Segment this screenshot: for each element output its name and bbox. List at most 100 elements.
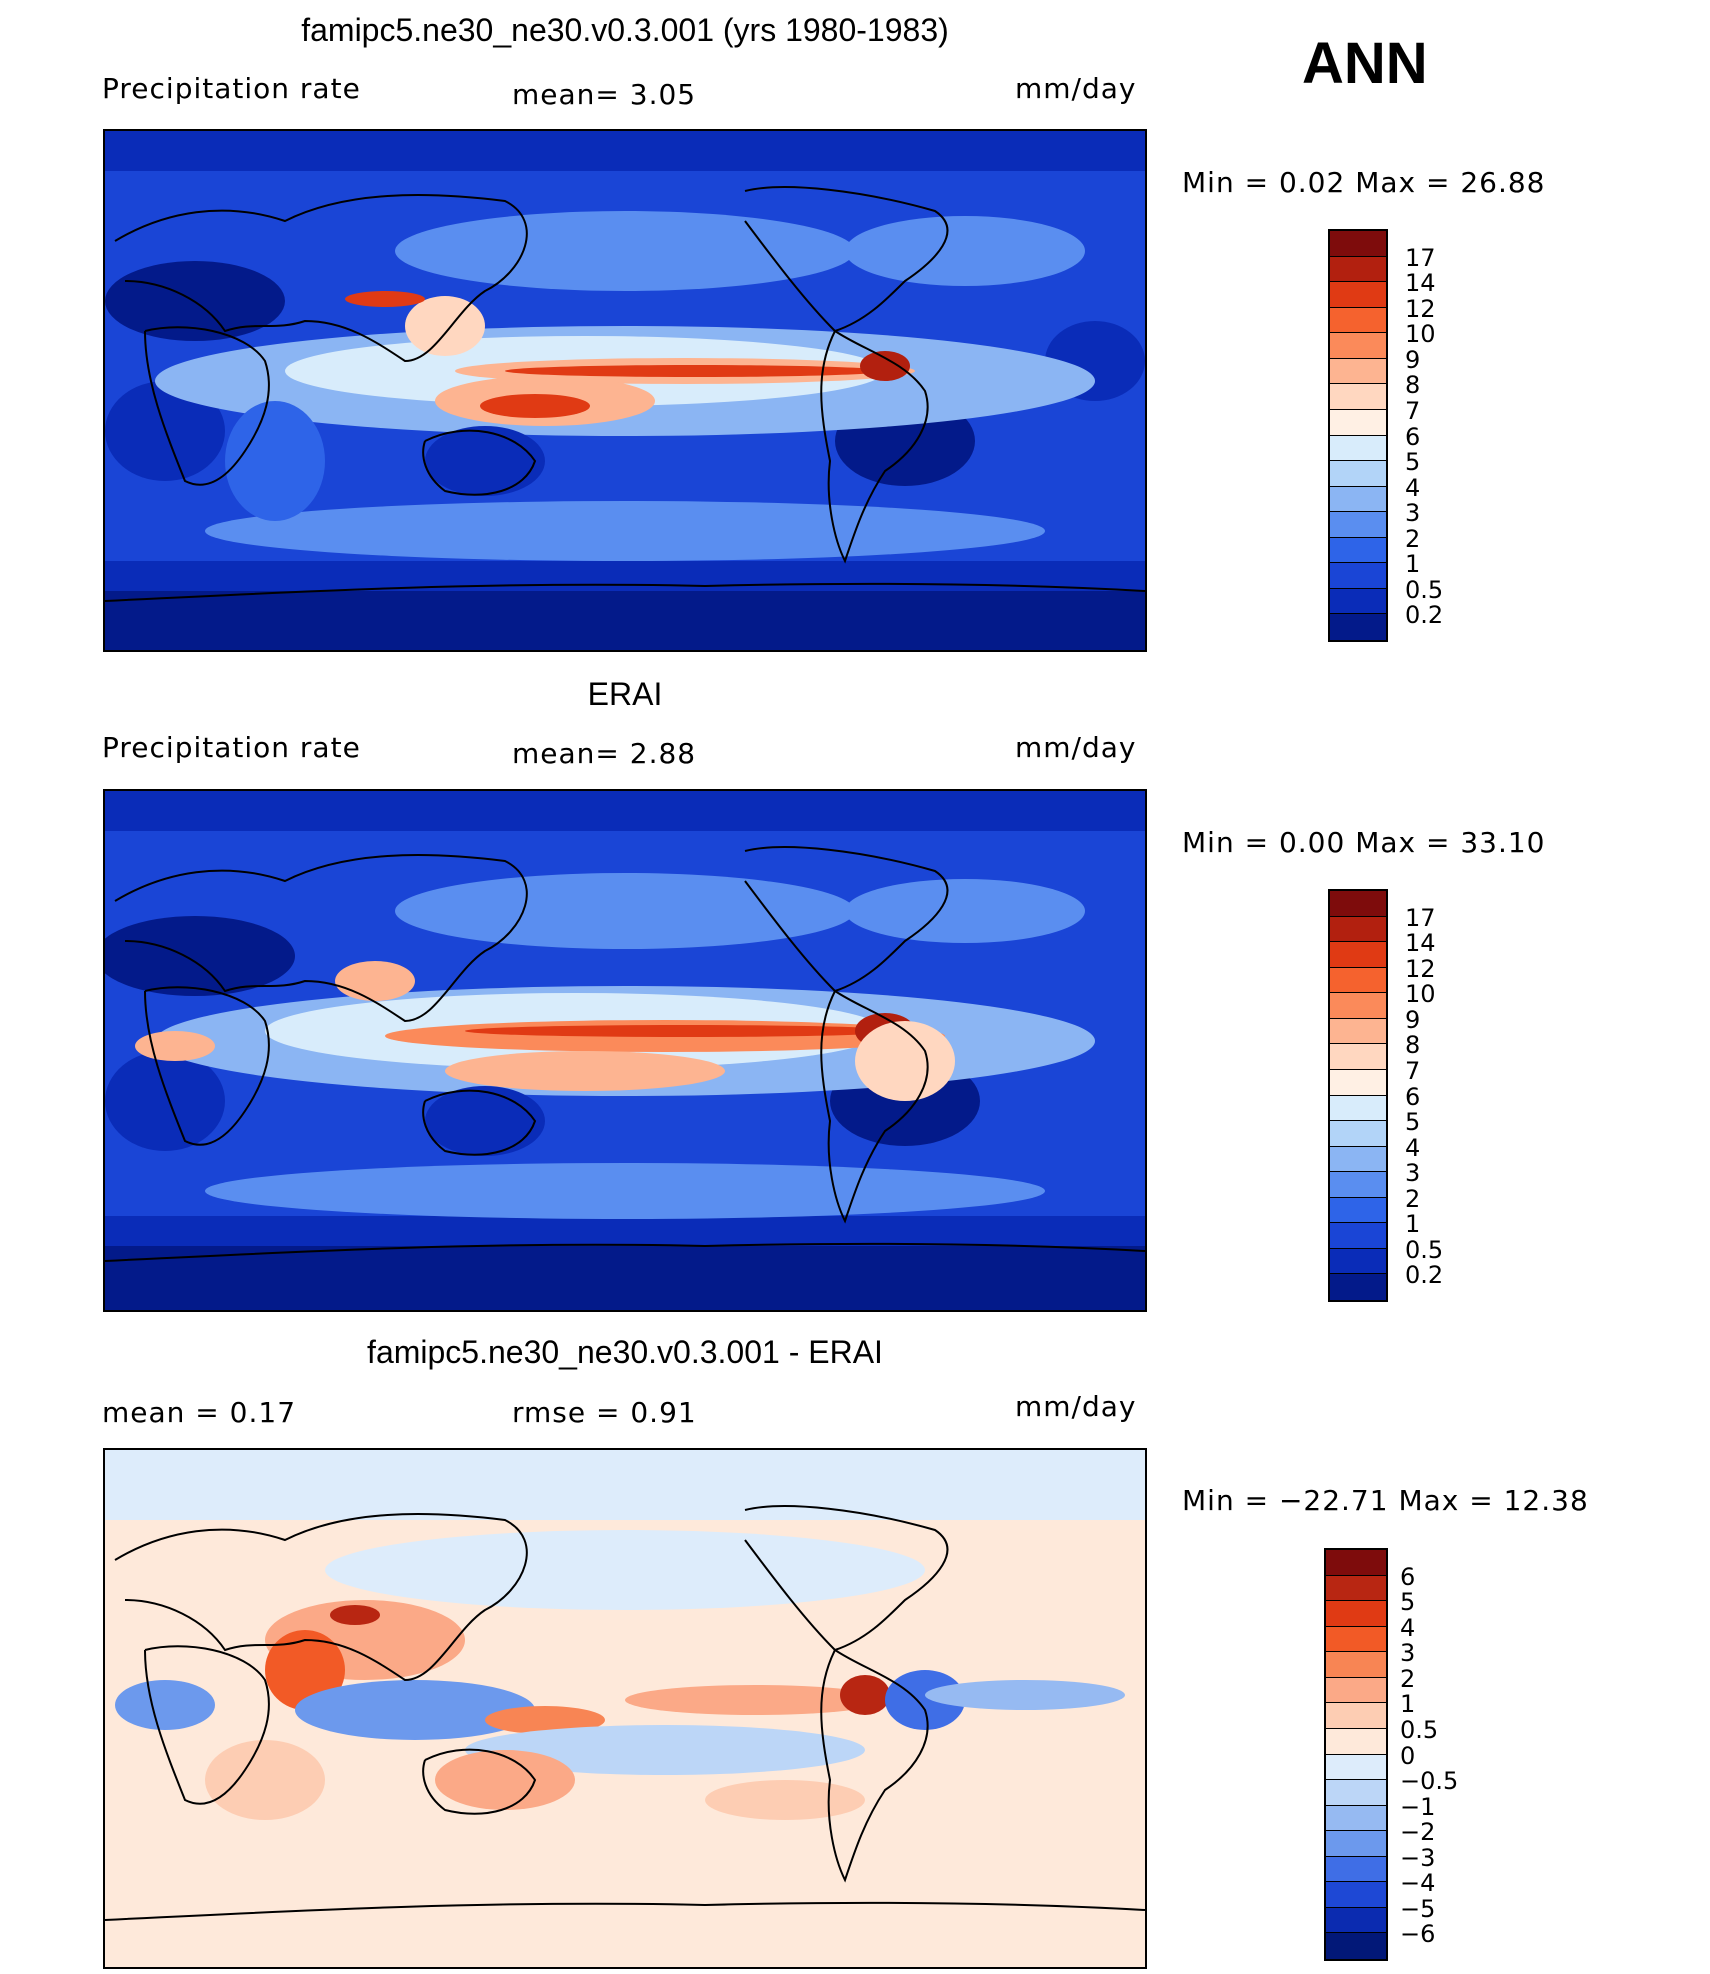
colorbar-swatch [1330, 256, 1386, 283]
colorbar-tick-label: 6 [1400, 1562, 1416, 1591]
colorbar-swatch [1330, 512, 1386, 538]
colorbar-swatch [1330, 588, 1386, 615]
panel-2-map-svg [105, 791, 1145, 1310]
colorbar-swatch [1330, 1197, 1386, 1224]
colorbar-swatch [1330, 614, 1386, 640]
colorbar-swatch [1326, 1754, 1386, 1781]
colorbar-tick-label: 10 [1405, 980, 1436, 1009]
panel-3-minmax: Min = −22.71 Max = 12.38 [1182, 1484, 1589, 1517]
colorbar-swatch [1330, 384, 1386, 410]
panel-1-mean-label: mean= 3.05 [512, 78, 697, 111]
colorbar-tick-label: 3 [1405, 499, 1421, 528]
colorbar-tick-label: 0.5 [1400, 1715, 1439, 1744]
colorbar-tick-label: 4 [1400, 1613, 1416, 1642]
colorbar-swatch [1330, 1121, 1386, 1147]
panel-1-variable-label: Precipitation rate [102, 72, 361, 105]
colorbar-swatch [1330, 942, 1386, 968]
colorbar-swatch [1330, 307, 1386, 334]
panel-2-title: ERAI [587, 676, 663, 712]
colorbar-swatch [1330, 1018, 1386, 1045]
colorbar-tick-label: 7 [1405, 1056, 1421, 1085]
colorbar-swatch [1330, 1146, 1386, 1173]
colorbar-swatch [1330, 1172, 1386, 1198]
panel-3-rmse-label: rmse = 0.91 [512, 1396, 697, 1429]
colorbar-tick-label: 6 [1405, 1082, 1421, 1111]
colorbar-swatch [1326, 1626, 1386, 1653]
colorbar-tick-label: 7 [1405, 396, 1421, 425]
colorbar-swatch [1326, 1831, 1386, 1857]
colorbar-swatch [1330, 1069, 1386, 1096]
colorbar-swatch [1330, 537, 1386, 564]
panel-3-units-label: mm/day [1015, 1390, 1137, 1423]
colorbar-tick-label: 2 [1400, 1664, 1416, 1693]
panel-2-colorbar [1328, 889, 1388, 1302]
colorbar-tick-label: 1 [1400, 1690, 1416, 1719]
colorbar-tick-label: 9 [1405, 345, 1421, 374]
colorbar-swatch [1330, 1248, 1386, 1275]
colorbar-tick-label: −4 [1400, 1869, 1436, 1898]
panel-2-units-label: mm/day [1015, 731, 1137, 764]
colorbar-swatch [1330, 1223, 1386, 1249]
colorbar-tick-label: 1 [1405, 1210, 1421, 1239]
colorbar-swatch [1326, 1907, 1386, 1934]
colorbar-tick-label: 5 [1400, 1588, 1416, 1617]
colorbar-swatch [1330, 967, 1386, 994]
colorbar-swatch [1326, 1728, 1386, 1755]
colorbar-tick-label: −6 [1400, 1920, 1436, 1949]
panel-3-title: famipc5.ne30_ne30.v0.3.001 - ERAI [367, 1334, 883, 1370]
panel-1-colorbar [1328, 229, 1388, 642]
panel-1-title: famipc5.ne30_ne30.v0.3.001 (yrs 1980-198… [301, 12, 949, 48]
colorbar-swatch [1326, 1550, 1386, 1576]
colorbar-swatch [1330, 1044, 1386, 1070]
colorbar-tick-label: 3 [1400, 1639, 1416, 1668]
colorbar-swatch [1326, 1780, 1386, 1806]
colorbar-swatch [1330, 916, 1386, 943]
colorbar-tick-label: 0.5 [1405, 1235, 1444, 1264]
colorbar-tick-label: 6 [1405, 422, 1421, 451]
panel-2-mean-label: mean= 2.88 [512, 737, 697, 770]
panel-3-difference-map [103, 1448, 1147, 1969]
panel-1-minmax: Min = 0.02 Max = 26.88 [1182, 166, 1546, 199]
panel-2-variable-label: Precipitation rate [102, 731, 361, 764]
panel-3-map-svg [105, 1450, 1145, 1967]
colorbar-swatch [1326, 1601, 1386, 1627]
colorbar-swatch [1326, 1805, 1386, 1832]
colorbar-tick-label: 0.2 [1405, 1261, 1444, 1290]
colorbar-swatch [1326, 1933, 1386, 1959]
colorbar-tick-label: 2 [1405, 524, 1421, 553]
colorbar-swatch [1330, 993, 1386, 1019]
panel-1-map-svg [105, 131, 1145, 650]
colorbar-swatch [1330, 891, 1386, 917]
panel-1-model-precip-map [103, 129, 1147, 652]
colorbar-swatch [1326, 1882, 1386, 1908]
colorbar-swatch [1330, 409, 1386, 436]
colorbar-tick-label: 14 [1405, 929, 1436, 958]
panel-2-minmax: Min = 0.00 Max = 33.10 [1182, 826, 1546, 859]
colorbar-tick-label: 3 [1405, 1159, 1421, 1188]
colorbar-tick-label: 14 [1405, 269, 1436, 298]
colorbar-tick-label: 0 [1400, 1741, 1416, 1770]
colorbar-tick-label: 5 [1405, 1108, 1421, 1137]
colorbar-tick-label: 8 [1405, 1031, 1421, 1060]
colorbar-tick-label: 12 [1405, 954, 1436, 983]
colorbar-tick-label: 17 [1405, 903, 1436, 932]
colorbar-swatch [1330, 486, 1386, 513]
colorbar-tick-label: 9 [1405, 1005, 1421, 1034]
colorbar-tick-label: −0.5 [1400, 1767, 1459, 1796]
colorbar-tick-label: 1 [1405, 550, 1421, 579]
panel-3-mean-label: mean = 0.17 [102, 1396, 297, 1429]
colorbar-swatch [1326, 1703, 1386, 1729]
panel-2-erai-precip-map [103, 789, 1147, 1312]
colorbar-swatch [1330, 282, 1386, 308]
colorbar-swatch [1330, 1095, 1386, 1122]
colorbar-swatch [1330, 563, 1386, 589]
colorbar-tick-label: 5 [1405, 448, 1421, 477]
colorbar-swatch [1326, 1652, 1386, 1678]
colorbar-swatch [1330, 1274, 1386, 1300]
colorbar-tick-label: −5 [1400, 1894, 1436, 1923]
colorbar-swatch [1330, 231, 1386, 257]
colorbar-swatch [1326, 1677, 1386, 1704]
colorbar-swatch [1326, 1856, 1386, 1883]
colorbar-swatch [1330, 333, 1386, 359]
colorbar-tick-label: −3 [1400, 1843, 1436, 1872]
